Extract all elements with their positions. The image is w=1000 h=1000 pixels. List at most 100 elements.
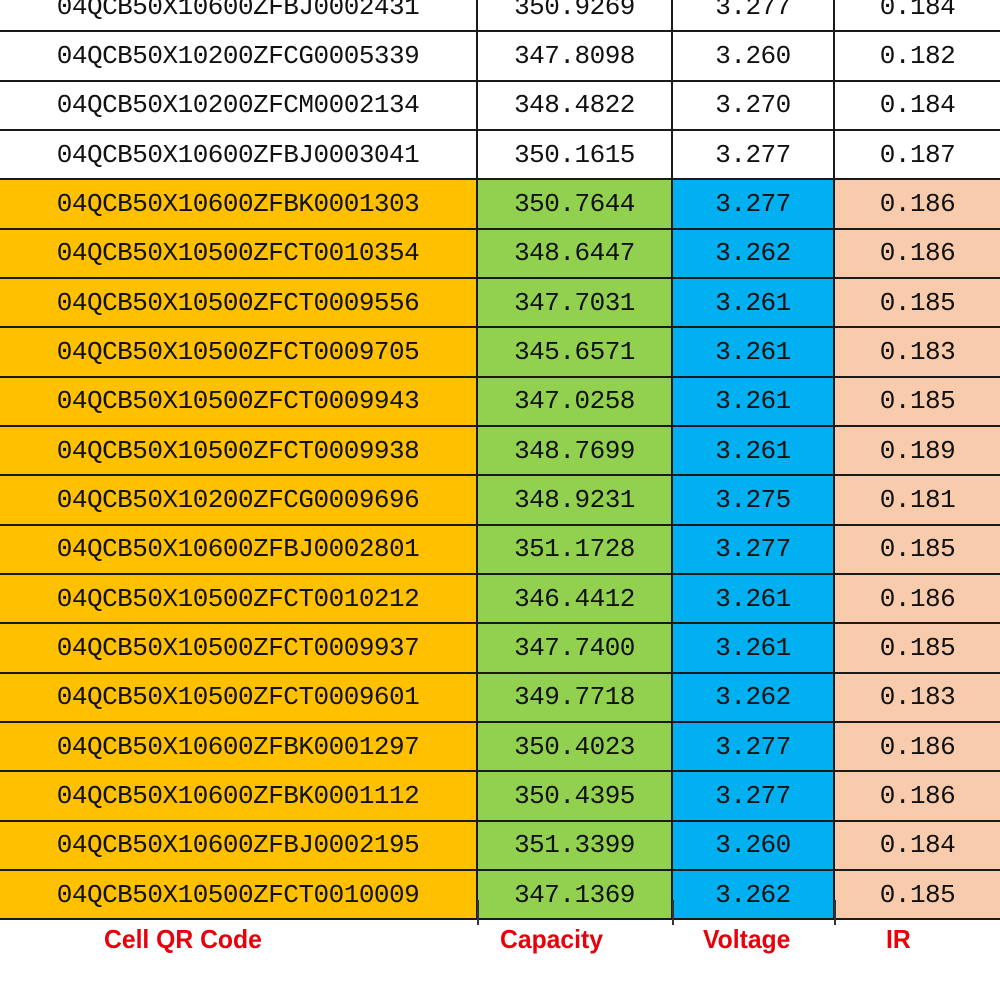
capacity-cell[interactable]: 347.7031 — [478, 278, 673, 327]
qr-code-cell[interactable]: 04QCB50X10500ZFCT0010354 — [0, 229, 478, 277]
table-row: 04QCB50X10500ZFCT0010354 348.6447 3.262 0.1… — [0, 229, 1000, 279]
qr-code-cell[interactable]: 04QCB50X10600ZFBJ0002801 — [0, 525, 478, 573]
cell-data-table: 04QCB50X10600ZFBJ0002431 350.9269 3.277 0.1… — [0, 0, 1000, 921]
ir-cell[interactable]: 0.184 — [835, 821, 1000, 869]
qr-code-cell[interactable]: 04QCB50X10600ZFBK0001303 — [0, 180, 478, 228]
qr-code-cell[interactable]: 04QCB50X10600ZFBJ0002431 — [0, 0, 478, 31]
capacity-cell[interactable]: 347.7400 — [478, 624, 673, 672]
capacity-cell[interactable]: 351.3399 — [478, 821, 673, 869]
qr-code-cell[interactable]: 04QCB50X10500ZFCT0010212 — [0, 574, 478, 623]
voltage-cell[interactable]: 3.262 — [673, 870, 835, 919]
voltage-cell[interactable]: 3.277 — [673, 180, 835, 228]
capacity-cell[interactable]: 348.4822 — [478, 81, 673, 129]
table-row: 04QCB50X10200ZFCG0009696 348.9231 3.275 0.1… — [0, 476, 1000, 526]
table-row: 04QCB50X10500ZFCT0009943 347.0258 3.261 0.1… — [0, 377, 1000, 427]
qr-code-cell[interactable]: 04QCB50X10600ZFBJ0003041 — [0, 130, 478, 179]
ir-cell[interactable]: 0.182 — [835, 32, 1000, 80]
capacity-cell[interactable]: 348.6447 — [478, 229, 673, 277]
voltage-cell[interactable]: 3.261 — [673, 377, 835, 425]
table-row: 04QCB50X10600ZFBJ0003041 350.1615 3.277 0.1… — [0, 130, 1000, 181]
table-row: 04QCB50X10500ZFCT0009556 347.7031 3.261 0.1… — [0, 278, 1000, 329]
qr-code-cell[interactable]: 04QCB50X10500ZFCT0009937 — [0, 624, 478, 672]
qr-code-cell[interactable]: 04QCB50X10500ZFCT0009705 — [0, 328, 478, 376]
ir-cell[interactable]: 0.183 — [835, 328, 1000, 376]
capacity-cell[interactable]: 350.4023 — [478, 722, 673, 771]
ir-cell[interactable]: 0.185 — [835, 377, 1000, 425]
qr-code-cell[interactable]: 04QCB50X10500ZFCT0010009 — [0, 870, 478, 919]
table-row: 04QCB50X10600ZFBJ0002801 351.1728 3.277 0.1… — [0, 525, 1000, 575]
table-row: 04QCB50X10500ZFCT0010009 347.1369 3.262 0.1… — [0, 870, 1000, 921]
ir-cell[interactable]: 0.189 — [835, 426, 1000, 475]
table-row: 04QCB50X10200ZFCM0002134 348.4822 3.270 0.1… — [0, 81, 1000, 131]
qr-code-cell[interactable]: 04QCB50X10600ZFBJ0002195 — [0, 821, 478, 869]
ir-cell[interactable]: 0.185 — [835, 870, 1000, 919]
voltage-cell[interactable]: 3.260 — [673, 821, 835, 869]
ir-cell[interactable]: 0.187 — [835, 130, 1000, 179]
legend-cell-qr-code: Cell QR Code — [104, 924, 262, 954]
table-row: 04QCB50X10500ZFCT0010212 346.4412 3.261 0.1… — [0, 574, 1000, 625]
legend-voltage: Voltage — [703, 924, 791, 954]
ir-cell[interactable]: 0.186 — [835, 180, 1000, 228]
capacity-cell[interactable]: 350.1615 — [478, 130, 673, 179]
ir-cell[interactable]: 0.185 — [835, 278, 1000, 327]
voltage-cell[interactable]: 3.275 — [673, 476, 835, 524]
column-divider — [477, 900, 479, 925]
capacity-cell[interactable]: 350.7644 — [478, 180, 673, 228]
capacity-cell[interactable]: 347.8098 — [478, 32, 673, 80]
qr-code-cell[interactable]: 04QCB50X10200ZFCG0009696 — [0, 476, 478, 524]
voltage-cell[interactable]: 3.277 — [673, 525, 835, 573]
capacity-cell[interactable]: 348.9231 — [478, 476, 673, 524]
capacity-cell[interactable]: 345.6571 — [478, 328, 673, 376]
legend-capacity: Capacity — [500, 924, 603, 954]
qr-code-cell[interactable]: 04QCB50X10500ZFCT0009938 — [0, 426, 478, 475]
table-row: 04QCB50X10600ZFBJ0002431 350.9269 3.277 0.1… — [0, 0, 1000, 33]
voltage-cell[interactable]: 3.261 — [673, 278, 835, 327]
voltage-cell[interactable]: 3.270 — [673, 81, 835, 129]
capacity-cell[interactable]: 350.9269 — [478, 0, 673, 31]
voltage-cell[interactable]: 3.262 — [673, 673, 835, 721]
ir-cell[interactable]: 0.184 — [835, 81, 1000, 129]
capacity-cell[interactable]: 351.1728 — [478, 525, 673, 573]
table-row: 04QCB50X10500ZFCT0009601 349.7718 3.262 0.1… — [0, 673, 1000, 723]
voltage-cell[interactable]: 3.262 — [673, 229, 835, 277]
voltage-cell[interactable]: 3.261 — [673, 328, 835, 376]
voltage-cell[interactable]: 3.261 — [673, 624, 835, 672]
capacity-cell[interactable]: 350.4395 — [478, 772, 673, 820]
capacity-cell[interactable]: 346.4412 — [478, 574, 673, 623]
capacity-cell[interactable]: 349.7718 — [478, 673, 673, 721]
ir-cell[interactable]: 0.186 — [835, 772, 1000, 820]
qr-code-cell[interactable]: 04QCB50X10500ZFCT0009943 — [0, 377, 478, 425]
ir-cell[interactable]: 0.186 — [835, 229, 1000, 277]
ir-cell[interactable]: 0.181 — [835, 476, 1000, 524]
qr-code-cell[interactable]: 04QCB50X10500ZFCT0009556 — [0, 278, 478, 327]
ir-cell[interactable]: 0.186 — [835, 574, 1000, 623]
table-row: 04QCB50X10600ZFBJ0002195 351.3399 3.260 0.1… — [0, 821, 1000, 871]
ir-cell[interactable]: 0.183 — [835, 673, 1000, 721]
voltage-cell[interactable]: 3.277 — [673, 722, 835, 771]
table-row: 04QCB50X10500ZFCT0009937 347.7400 3.261 0.1… — [0, 624, 1000, 674]
ir-cell[interactable]: 0.184 — [835, 0, 1000, 31]
column-divider — [672, 900, 674, 925]
qr-code-cell[interactable]: 04QCB50X10500ZFCT0009601 — [0, 673, 478, 721]
qr-code-cell[interactable]: 04QCB50X10200ZFCG0005339 — [0, 32, 478, 80]
qr-code-cell[interactable]: 04QCB50X10600ZFBK0001297 — [0, 722, 478, 771]
ir-cell[interactable]: 0.186 — [835, 722, 1000, 771]
voltage-cell[interactable]: 3.277 — [673, 0, 835, 31]
ir-cell[interactable]: 0.185 — [835, 525, 1000, 573]
capacity-cell[interactable]: 347.1369 — [478, 870, 673, 919]
column-divider — [834, 900, 836, 925]
qr-code-cell[interactable]: 04QCB50X10200ZFCM0002134 — [0, 81, 478, 129]
voltage-cell[interactable]: 3.277 — [673, 130, 835, 179]
ir-cell[interactable]: 0.185 — [835, 624, 1000, 672]
capacity-cell[interactable]: 347.0258 — [478, 377, 673, 425]
voltage-cell[interactable]: 3.277 — [673, 772, 835, 820]
legend-ir: IR — [886, 924, 911, 954]
table-row: 04QCB50X10500ZFCT0009705 345.6571 3.261 0.1… — [0, 328, 1000, 378]
qr-code-cell[interactable]: 04QCB50X10600ZFBK0001112 — [0, 772, 478, 820]
voltage-cell[interactable]: 3.261 — [673, 574, 835, 623]
voltage-cell[interactable]: 3.261 — [673, 426, 835, 475]
voltage-cell[interactable]: 3.260 — [673, 32, 835, 80]
table-row: 04QCB50X10600ZFBK0001112 350.4395 3.277 0.1… — [0, 772, 1000, 822]
capacity-cell[interactable]: 348.7699 — [478, 426, 673, 475]
table-row: 04QCB50X10600ZFBK0001303 350.7644 3.277 0.1… — [0, 180, 1000, 230]
